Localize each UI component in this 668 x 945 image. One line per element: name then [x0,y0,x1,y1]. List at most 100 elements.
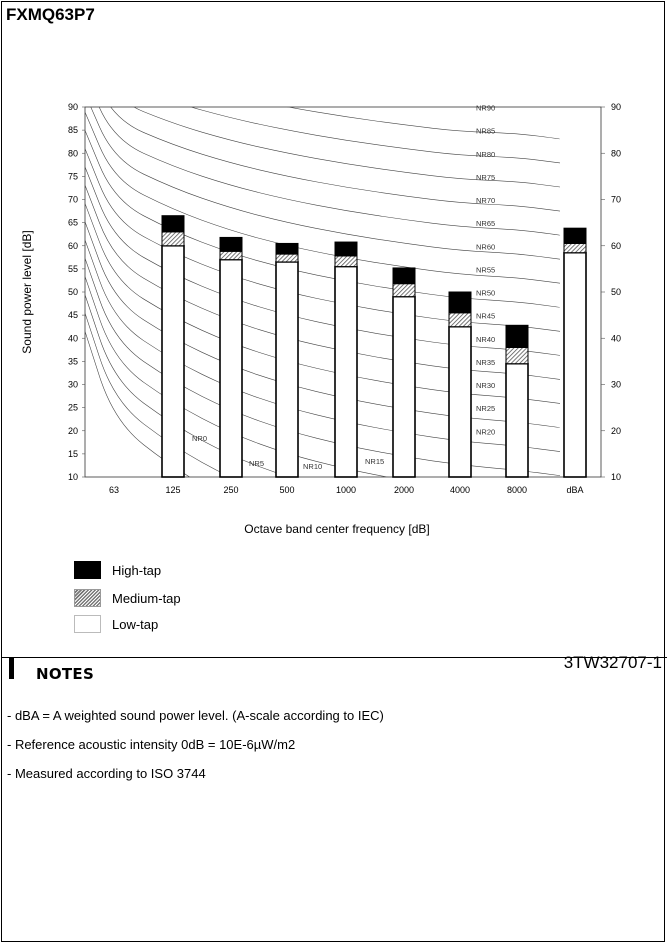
nr-curve [85,276,389,477]
legend-label-medium: Medium-tap [112,591,181,606]
nr-curve-label: NR65 [476,219,495,228]
x-tick-label: 63 [109,485,119,495]
nr-curve-label: NR40 [476,335,495,344]
bar-medium-tap [448,312,472,328]
right-tick-label: 20 [611,426,621,436]
nr-curve-label: NR30 [476,381,495,390]
bar-medium-tap [392,283,416,298]
bar-high-tap [563,227,587,244]
y-tick-label: 10 [68,472,78,482]
nr-curve [85,221,561,428]
bar-high-tap [219,236,243,252]
y-tick-label: 35 [68,356,78,366]
nr-curve [85,166,561,356]
nr-curve [85,239,561,452]
note-item: - Reference acoustic intensity 0dB = 10E… [7,737,296,752]
nr-curve [85,331,191,477]
right-tick-label: 10 [611,472,621,482]
bar-medium-tap [505,347,529,365]
bar-medium-tap [275,253,299,263]
nr-curve [85,203,561,404]
document-reference: 3TW32707-1 [563,653,662,672]
x-tick-label: 250 [223,485,238,495]
right-tick-label: 90 [611,102,621,112]
notes-divider [1,657,667,658]
bar-medium-tap [219,250,243,261]
notes-marker [9,657,14,679]
notes-title: NOTES [36,665,95,683]
nr-curve [286,107,561,140]
nr-curve [190,107,561,164]
nr-curve-label: NR85 [476,127,495,136]
nr-curve-label: NR60 [476,242,495,251]
bar-high-tap [275,242,299,255]
bar-high-tap [161,215,185,233]
y-tick-label: 20 [68,426,78,436]
y-tick-label: 70 [68,195,78,205]
x-tick-label: dBA [566,485,583,495]
nr-curve-label: NR35 [476,358,495,367]
bar-low-tap [275,261,299,478]
nr-curve [133,107,561,188]
bar-medium-tap [563,242,587,254]
nr-curve [85,185,561,380]
x-tick-label: 1000 [336,485,356,495]
y-tick-label: 55 [68,264,78,274]
x-tick-label: 4000 [450,485,470,495]
x-axis-title: Octave band center frequency [dB] [244,522,429,536]
nr-curve-label: NR80 [476,150,495,159]
nr-curve-label: NR45 [476,312,495,321]
nr-curve [85,111,561,284]
nr-curve-label: NR90 [476,104,495,113]
nr-curve-label: NR25 [476,404,495,413]
right-tick-label: 30 [611,380,621,390]
bar-high-tap [505,324,529,348]
bar-low-tap [392,295,416,478]
nr-curve-label: NR55 [476,265,495,274]
legend-label-high: High-tap [112,563,162,578]
y-tick-label: 75 [68,171,78,181]
bar-high-tap [392,267,416,285]
nr-curve-label: NR75 [476,173,495,182]
bar-low-tap [448,325,472,478]
nr-curve-label: NR0 [192,434,207,443]
nr-curve-label: NR20 [476,427,495,436]
nr-curve [110,107,561,212]
nr-chart: 10 15 20 25 30 35 40 45 50 55 60 65 70 75 80 85 90 10 20 30… [20,102,621,536]
y-tick-label: 85 [68,125,78,135]
y-tick-label: 60 [68,241,78,251]
y-axis-title: Sound power level [dB] [20,230,34,353]
x-tick-label: 8000 [507,485,527,495]
note-item: - Measured according to ISO 3744 [7,766,206,781]
legend-swatch-low [74,615,101,633]
x-tick-label: 500 [279,485,294,495]
nr-curve [85,130,561,308]
nr-curve-label: NR15 [365,457,384,466]
bar-low-tap [563,251,587,478]
y-tick-label: 80 [68,148,78,158]
nr-curve [90,107,561,260]
y-tick-label: 15 [68,449,78,459]
y-tick-label: 30 [68,380,78,390]
x-tick-label: 2000 [394,485,414,495]
y-tick-label: 90 [68,102,78,112]
y-tick-label: 45 [68,310,78,320]
nr-curve [85,294,291,477]
legend-label-low: Low-tap [112,617,159,632]
model-title: FXMQ63P7 [6,5,95,24]
bar-high-tap [448,291,472,314]
bar-low-tap [505,362,529,478]
nr-curve [85,148,561,332]
nr-curve-label: NR5 [249,459,264,468]
x-tick-label: 125 [165,485,180,495]
bar-medium-tap [161,231,185,247]
y-tick-label: 40 [68,333,78,343]
right-tick-label: 60 [611,241,621,251]
right-tick-label: 80 [611,148,621,158]
nr-curve [85,258,561,476]
legend-swatch-high [74,561,101,579]
nr-curve-label: NR50 [476,289,495,298]
nr-curve-label: NR10 [303,462,322,471]
legend-swatch-medium [74,589,101,607]
